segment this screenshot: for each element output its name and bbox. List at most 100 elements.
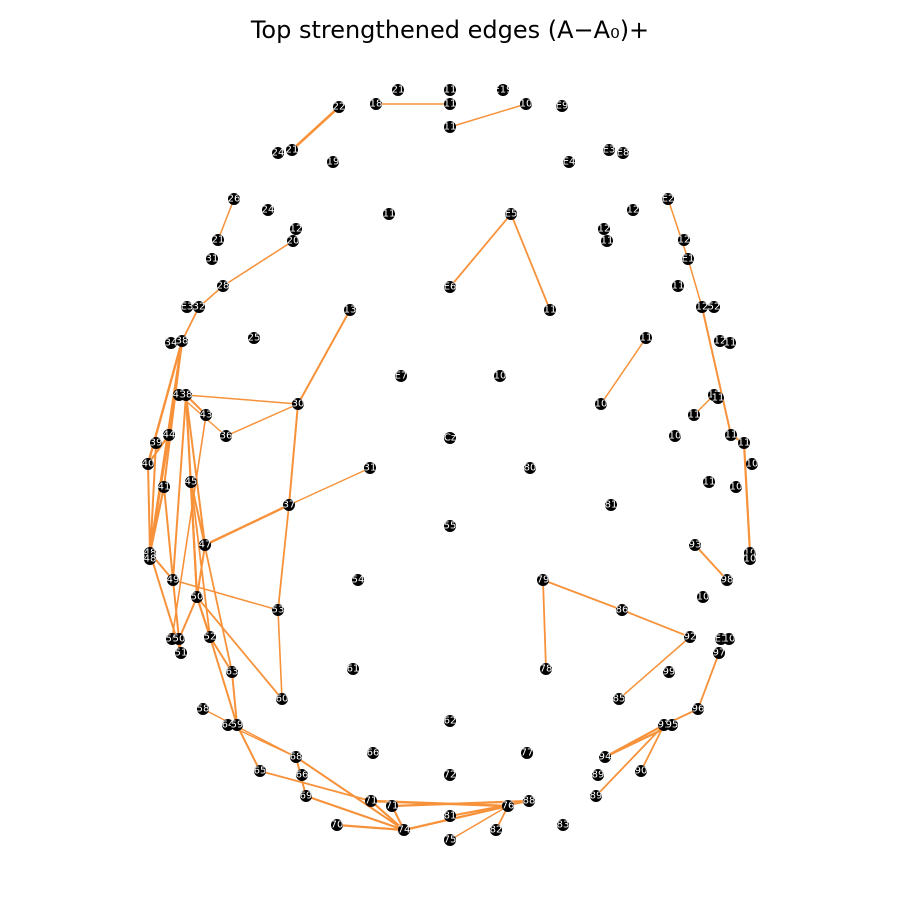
edge-n86-n90 (621, 609, 691, 638)
node-label: 26 (228, 194, 241, 205)
node-label: 10 (744, 554, 757, 565)
node-n76: 48 (144, 553, 156, 565)
edge-n67-n97 (190, 481, 233, 673)
node-label: E2 (662, 194, 675, 205)
node-label: 76 (502, 801, 515, 812)
node-marker (370, 98, 382, 110)
node-marker (204, 631, 216, 643)
node-marker (502, 800, 514, 812)
node-marker (678, 234, 690, 246)
node-marker (688, 409, 700, 421)
node-label: 38 (180, 390, 193, 401)
node-marker (617, 147, 629, 159)
node-label: 39 (150, 438, 163, 449)
node-marker (292, 398, 304, 410)
edge-n89-n105 (209, 636, 238, 726)
node-marker (590, 790, 602, 802)
node-label: 11 (444, 85, 457, 96)
node-label: 54 (352, 575, 365, 586)
node-n32: 11 (672, 280, 684, 292)
node-marker (150, 437, 162, 449)
edge-n56-n51 (225, 403, 299, 437)
node-n104: 64 (222, 719, 234, 731)
edge-n19-n36 (510, 213, 551, 311)
node-n44: 11 (724, 337, 736, 349)
node-label: 37 (283, 500, 296, 511)
node-n48: 38 (180, 389, 193, 401)
edge-n73-n83 (196, 544, 206, 598)
node-n19: E5 (505, 208, 517, 220)
node-marker (627, 204, 639, 216)
node-label: 69 (300, 791, 313, 802)
node-n27: 12 (678, 234, 690, 246)
node-marker (392, 84, 404, 96)
node-label: 85 (613, 694, 626, 705)
node-marker (494, 370, 506, 382)
edge-n106-n113 (640, 724, 665, 772)
node-marker (367, 747, 379, 759)
node-label: 10 (730, 482, 743, 493)
node-marker (682, 253, 694, 265)
node-n22: 12 (290, 223, 302, 235)
node-label: 71 (386, 801, 399, 812)
node-n68: 11 (703, 476, 715, 488)
node-marker (684, 631, 696, 643)
node-n29: E1 (682, 253, 694, 265)
node-n98: 99 (663, 666, 675, 678)
node-marker (521, 747, 533, 759)
node-label: 12 (627, 205, 640, 216)
node-marker (601, 235, 613, 247)
edge-n66-n75 (148, 485, 166, 555)
node-marker (662, 193, 674, 205)
node-label: 30 (292, 399, 305, 410)
node-label: 53 (272, 605, 285, 616)
node-n39: 25 (248, 332, 260, 344)
edge-n109-n125 (295, 756, 405, 831)
node-n125: 74 (398, 824, 410, 836)
node-marker (725, 429, 737, 441)
node-n63: 31 (364, 462, 376, 474)
node-label: 59 (231, 720, 244, 731)
edge-n29-n37 (687, 258, 703, 308)
node-marker (730, 481, 742, 493)
node-n5: 22 (333, 101, 346, 113)
node-label: 11 (444, 122, 457, 133)
edge-n89-n97 (209, 636, 233, 673)
node-n10: 24 (272, 147, 284, 159)
node-marker (663, 666, 675, 678)
node-label: 40 (142, 459, 155, 470)
edge-n106-n118 (595, 724, 665, 797)
edge-n80-n86 (542, 579, 623, 611)
node-n102: 96 (692, 703, 704, 715)
node-n41: 34 (165, 337, 177, 349)
node-marker (635, 765, 647, 777)
node-marker (746, 458, 758, 470)
node-label: 22 (333, 102, 346, 113)
node-marker (173, 633, 185, 645)
node-marker (220, 430, 232, 442)
node-label: 66 (296, 770, 309, 781)
node-label: 43 (200, 410, 213, 421)
node-n13: E4 (563, 156, 575, 168)
edge-n34-n42 (181, 306, 200, 342)
node-marker (206, 253, 218, 265)
node-label: 50 (191, 592, 204, 603)
edge-n53-n87 (171, 414, 207, 640)
node-label: 11 (383, 209, 396, 220)
node-n40: 11 (640, 332, 652, 344)
node-n31: E6 (444, 281, 456, 293)
node-label: E3 (181, 302, 194, 313)
node-n88: 50 (173, 633, 185, 645)
node-n66: 41 (158, 481, 170, 493)
node-marker (712, 392, 724, 404)
node-marker (696, 301, 708, 313)
node-label: 51 (175, 648, 188, 659)
edge-n119-n125 (369, 799, 406, 832)
node-n82: 98 (721, 574, 733, 586)
edge-n48-n81 (172, 394, 187, 581)
node-n24: 12 (598, 223, 610, 235)
node-marker (444, 834, 456, 846)
node-label: 75 (444, 835, 457, 846)
node-label: 11 (444, 99, 457, 110)
node-marker (386, 800, 398, 812)
